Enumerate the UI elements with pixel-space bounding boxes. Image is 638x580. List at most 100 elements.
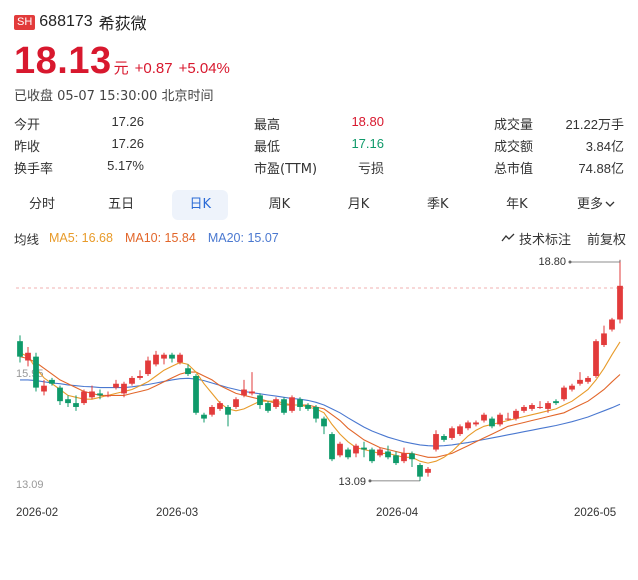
stat-label: 市盈(TTM): [254, 161, 318, 177]
market-status: 已收盘 05-07 15:30:00 北京时间: [14, 89, 214, 104]
candle-body: [433, 434, 439, 450]
candle-body: [177, 354, 183, 363]
price-change-pct: +5.04%: [178, 60, 230, 77]
tab-label: 日K: [189, 197, 212, 212]
stat-label: 总市值: [494, 161, 534, 177]
chevron-down-icon: [605, 201, 615, 207]
kline-chart[interactable]: 15.95 13.09 18.80 13.09 2026-02 2026-03 2026-0…: [0, 250, 638, 580]
candle-body: [89, 391, 95, 398]
candle-body: [401, 453, 407, 462]
candle-body: [481, 414, 487, 421]
candle-body: [545, 403, 551, 409]
candle-body: [81, 391, 87, 404]
stat-value: 5.17%: [107, 157, 144, 173]
tech-annotation-label: 技术标注: [518, 231, 571, 247]
stat-cell: 今开 17.26: [14, 114, 144, 133]
candle-body: [497, 414, 503, 425]
ma5-value: MA5: 16.68: [49, 231, 113, 245]
candle-body: [609, 319, 615, 330]
tab-5[interactable]: 季K: [410, 190, 466, 220]
candle-body: [529, 405, 535, 409]
stat-cell: 市盈(TTM) 亏损: [254, 158, 384, 177]
stat-value: 3.84亿: [585, 138, 624, 154]
candle-body: [153, 354, 159, 365]
tab-label: 分时: [28, 197, 55, 212]
candle-body: [393, 455, 399, 464]
candle-body: [105, 395, 111, 397]
price-row: 18.13 元 +0.87 +5.04%: [14, 40, 236, 82]
candle-body: [49, 379, 55, 384]
stat-cell: 换手率 5.17%: [14, 158, 144, 177]
candle-body: [441, 436, 447, 440]
stock-code: 688173: [39, 13, 93, 30]
market-badge: SH: [14, 14, 36, 30]
candle-body: [377, 449, 383, 456]
candle-body: [457, 426, 463, 435]
candle-body: [145, 360, 151, 375]
candle-body: [337, 443, 343, 456]
candle-body: [521, 406, 527, 411]
candle-body: [41, 385, 47, 392]
tab-3[interactable]: 周K: [251, 190, 307, 220]
ma-legend: 均线 MA5: 16.68 MA10: 15.84 MA20: 15.07 技术…: [14, 229, 626, 247]
candle-body: [57, 387, 63, 402]
candle-body: [513, 410, 519, 419]
x-tick-label: 2026-03: [156, 507, 198, 519]
min-price-label: 13.09: [338, 476, 366, 488]
stat-value: 17.26: [111, 135, 144, 151]
candle-body: [185, 368, 191, 375]
tab-6[interactable]: 年K: [489, 190, 545, 220]
tab-label: 更多: [576, 197, 603, 212]
candle-body: [161, 354, 167, 359]
candle-body: [73, 403, 79, 407]
candle-body: [409, 453, 415, 460]
candle-body: [113, 383, 119, 388]
tab-1[interactable]: 五日: [93, 190, 149, 220]
stat-label: 换手率: [14, 161, 54, 177]
stat-value: 18.80: [351, 113, 384, 129]
candle-body: [193, 376, 199, 413]
tab-label: 周K: [268, 197, 291, 212]
stat-value: 亏损: [357, 160, 384, 176]
candle-body: [233, 399, 239, 407]
candle-body: [585, 377, 591, 382]
candle-body: [249, 391, 255, 394]
stats-table: 今开 17.26 最高 18.80 成交量 21.22万手昨收 17.26 最低 17.16 成交…: [14, 112, 626, 178]
stat-row: 换手率 5.17% 市盈(TTM) 亏损 总市值 74.88亿: [14, 156, 626, 178]
candle-body: [553, 401, 559, 404]
stat-label: 昨收: [14, 139, 41, 155]
stat-cell: 总市值 74.88亿: [494, 158, 624, 177]
candle-body: [257, 395, 263, 406]
tab-0[interactable]: 分时: [14, 190, 70, 220]
candle-body: [33, 356, 39, 388]
candle-body: [593, 341, 599, 376]
candle-body: [489, 418, 495, 427]
stat-cell: 最高 18.80: [254, 114, 384, 133]
y-tick-label: 13.09: [16, 479, 44, 491]
tech-annotation-button[interactable]: 技术标注: [501, 229, 571, 248]
stat-label: 成交额: [494, 139, 534, 155]
candle-body: [97, 393, 103, 396]
price-change: +0.87: [134, 60, 173, 77]
stat-value: 21.22万手: [565, 116, 624, 132]
candle-body: [425, 468, 431, 473]
candle-body: [561, 387, 567, 400]
min-annotation-dot: [368, 479, 372, 483]
candle-body: [537, 406, 543, 408]
candle-body: [577, 379, 583, 384]
tab-4[interactable]: 月K: [331, 190, 387, 220]
adjust-button[interactable]: 前复权: [586, 231, 626, 247]
candle-body: [361, 447, 367, 450]
ma5-line: [19, 341, 621, 464]
price-unit: 元: [113, 59, 129, 77]
candle-body: [305, 405, 311, 409]
tab-label: 年K: [506, 197, 528, 212]
stat-label: 最低: [254, 139, 281, 155]
tab-7[interactable]: 更多: [568, 190, 624, 220]
stat-cell: 最低 17.16: [254, 136, 384, 155]
candle-body: [473, 422, 479, 425]
stat-label: 成交量: [494, 117, 534, 133]
tab-2[interactable]: 日K: [172, 190, 229, 220]
max-annotation-dot: [568, 260, 572, 264]
trend-icon: [501, 233, 515, 242]
